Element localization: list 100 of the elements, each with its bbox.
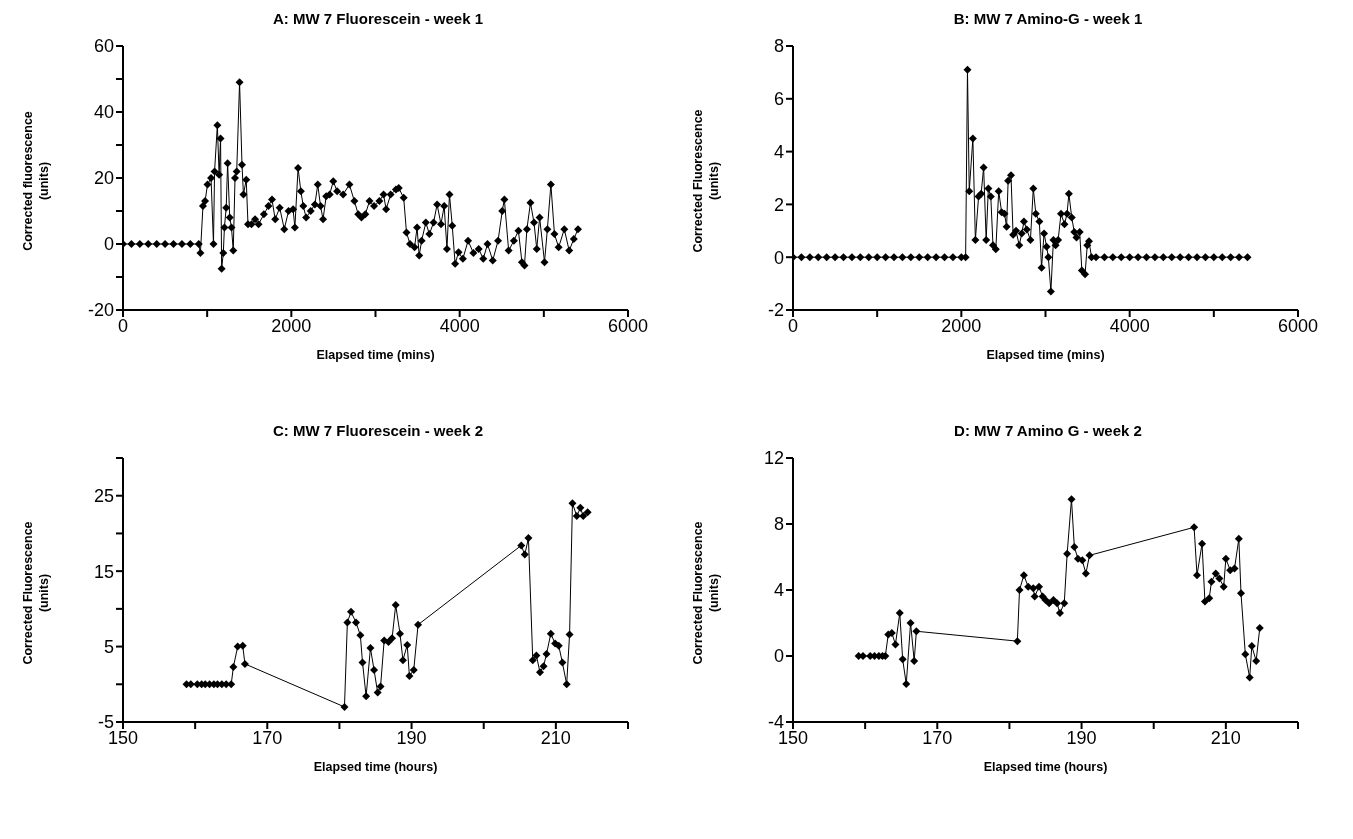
y-tick-label: 15: [93, 561, 114, 582]
y-tick-label: 0: [103, 234, 114, 255]
x-tick-label: 2000: [941, 315, 982, 336]
x-axis-title: Elapsed time (hours): [312, 760, 439, 774]
x-tick-label: 210: [1210, 727, 1241, 748]
chart-title: D: MW 7 Amino G - week 2: [953, 422, 1143, 439]
y-tick-label: 20: [93, 168, 114, 189]
point: [579, 512, 588, 521]
x-tick-label: 4000: [1109, 315, 1150, 336]
point: [229, 662, 238, 671]
x-tick-label: 6000: [607, 315, 649, 336]
point: [391, 601, 400, 610]
point: [370, 665, 379, 674]
x-tick-label: 6000: [1277, 315, 1319, 336]
point: [532, 651, 541, 660]
point: [405, 671, 414, 680]
point: [1085, 551, 1094, 560]
chart-title: A: MW 7 Fluorescein - week 1: [271, 10, 485, 27]
y-tick-label: 0: [773, 247, 784, 268]
point: [1215, 574, 1224, 583]
point: [1234, 534, 1243, 543]
point: [1081, 569, 1090, 578]
point: [1241, 650, 1250, 659]
point: [1200, 597, 1209, 606]
y-tick-label: -20: [87, 300, 114, 321]
point: [358, 658, 367, 667]
point: [1035, 582, 1044, 591]
x-tick-label: 150: [107, 727, 139, 748]
x-tick-label: 150: [777, 727, 809, 748]
point: [340, 702, 349, 711]
point: [1247, 642, 1256, 651]
point: [542, 650, 551, 659]
point: [356, 631, 365, 640]
x-axis-title: Elapsed time (mins): [985, 348, 1106, 362]
y-tick-label: 4: [773, 141, 784, 162]
point: [906, 619, 915, 627]
point: [352, 618, 361, 627]
point: [539, 662, 548, 671]
point: [1015, 586, 1024, 594]
point: [902, 680, 911, 689]
point: [1219, 582, 1228, 591]
point: [409, 665, 418, 674]
point: [396, 629, 405, 638]
point: [227, 680, 236, 689]
y-tick-label: -2: [767, 300, 784, 321]
point: [1205, 594, 1214, 603]
point: [1221, 554, 1230, 563]
point: [524, 533, 533, 542]
point: [1198, 539, 1207, 548]
point: [565, 630, 574, 639]
point: [1070, 543, 1079, 552]
point: [1045, 599, 1054, 608]
point: [1245, 673, 1254, 682]
point: [1055, 609, 1064, 618]
point: [1193, 571, 1201, 580]
point: [346, 607, 355, 616]
x-tick-label: 4000: [439, 315, 480, 336]
point: [238, 641, 247, 650]
point: [517, 541, 526, 550]
point: [1255, 623, 1264, 632]
point: [366, 644, 375, 653]
chart-title: C: MW 7 Fluorescein - week 2: [271, 422, 485, 439]
point: [1207, 577, 1216, 586]
point: [568, 499, 577, 508]
x-tick-label: 210: [540, 727, 571, 748]
point: [535, 668, 544, 677]
point: [373, 688, 382, 697]
x-tick-label: 2000: [271, 315, 312, 336]
y-tick-label: 6: [773, 89, 784, 110]
point: [362, 692, 371, 701]
point: [1019, 571, 1028, 580]
y-tick-label: 5: [103, 636, 114, 657]
x-tick-label: 170: [922, 727, 953, 748]
x-tick-label: 0: [117, 315, 129, 336]
y-tick-label: 60: [93, 36, 114, 57]
point: [398, 656, 407, 665]
point: [528, 656, 537, 665]
y-tick-label: 0: [773, 646, 784, 667]
point: [898, 655, 907, 664]
x-tick-label: 170: [252, 727, 283, 748]
point: [414, 620, 423, 629]
y-tick-label: 8: [773, 36, 784, 57]
point: [343, 618, 352, 627]
y-tick-label: 40: [93, 102, 114, 123]
point: [1252, 656, 1261, 665]
point: [388, 634, 397, 643]
point: [912, 627, 921, 636]
point: [1060, 599, 1069, 608]
point: [572, 512, 581, 521]
point: [1067, 495, 1076, 504]
y-tick-label: 8: [773, 514, 784, 535]
point: [895, 609, 904, 618]
y-tick-label: 12: [763, 448, 784, 469]
x-tick-label: 190: [396, 727, 427, 748]
point: [558, 658, 567, 667]
point: [1053, 599, 1062, 608]
y-axis-title: Corrected Fluorescence (units): [20, 520, 52, 667]
y-axis-title: Corrected Fluorescence (units): [690, 108, 722, 255]
point: [583, 508, 592, 517]
point: [1211, 569, 1220, 578]
